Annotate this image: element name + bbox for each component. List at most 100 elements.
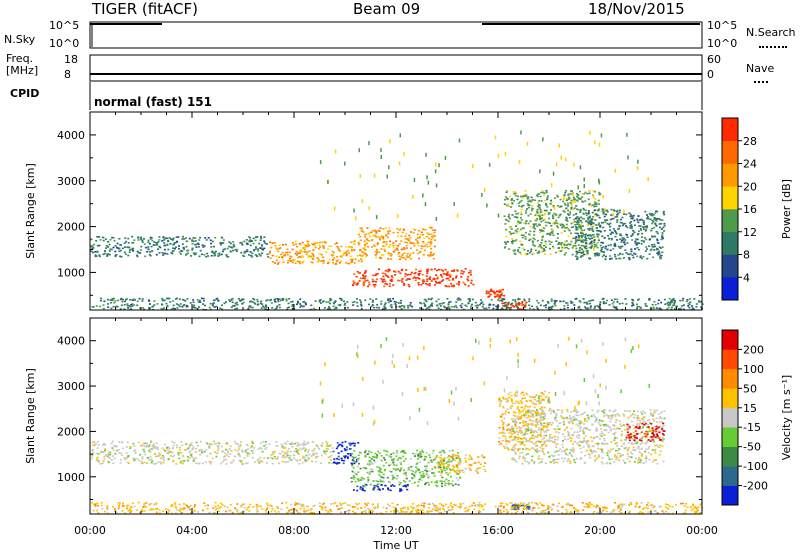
- range-gate-cell: [599, 193, 602, 196]
- range-gate-cell: [163, 242, 166, 244]
- range-gate-cell: [507, 423, 510, 426]
- range-gate-cell: [546, 206, 549, 208]
- range-gate-cell: [399, 272, 402, 275]
- range-gate-cell: [309, 255, 312, 258]
- range-gate-cell: [546, 301, 549, 303]
- range-gate-cell: [445, 277, 448, 280]
- range-gate-cell: [213, 302, 215, 304]
- range-gate-cell: [552, 222, 554, 225]
- range-gate-cell: [518, 426, 520, 428]
- range-gate-cell: [508, 441, 511, 443]
- range-gate-cell: [194, 457, 197, 459]
- range-gate-cell: [364, 243, 367, 246]
- range-gate-cell: [574, 298, 577, 300]
- range-gate-cell: [155, 455, 157, 458]
- range-gate-cell: [416, 237, 419, 239]
- range-gate-cell: [577, 244, 580, 246]
- range-gate-cell: [534, 395, 537, 398]
- range-gate-cell: [127, 307, 130, 309]
- range-gate-cell: [183, 304, 186, 306]
- range-gate-cell: [630, 215, 633, 217]
- range-gate-cell: [667, 306, 670, 309]
- range-gate-cell: [476, 471, 479, 474]
- range-gate-cell: [390, 275, 393, 277]
- range-gate-cell: [594, 214, 597, 217]
- range-gate-cell: [562, 300, 565, 303]
- range-gate-cell: [349, 255, 352, 258]
- range-gate-cell: [270, 298, 272, 301]
- range-gate-cell: [526, 453, 529, 455]
- range-gate-cell: [151, 239, 154, 242]
- range-gate-cell: [467, 302, 470, 304]
- range-gate-cell: [371, 280, 374, 283]
- range-gate-cell: [590, 415, 593, 417]
- range-gate-cell: [383, 459, 386, 461]
- range-gate-cell: [211, 304, 214, 307]
- range-gate-cell: [379, 238, 381, 240]
- range-gate-cell: [572, 415, 575, 418]
- range-gate-cell: [258, 461, 261, 463]
- range-gate-cell: [529, 437, 532, 439]
- range-gate-cell: [592, 248, 595, 251]
- range-gate-cell: [517, 308, 519, 310]
- range-gate-cell: [505, 228, 508, 231]
- range-gate-cell: [360, 227, 363, 229]
- range-gate-cell: [517, 220, 519, 223]
- range-gate-cell: [196, 242, 199, 245]
- range-gate-cell: [615, 258, 618, 260]
- range-gate-cell: [534, 214, 537, 217]
- range-gate-cell: [119, 298, 122, 301]
- range-gate-cell: [126, 303, 129, 305]
- range-gate-cell: [197, 246, 200, 248]
- range-gate-cell: [356, 489, 359, 492]
- range-gate-cell: [554, 301, 557, 303]
- range-gate-cell: [370, 231, 373, 234]
- range-gate-cell: [357, 478, 360, 480]
- range-gate-cell: [336, 445, 339, 448]
- range-gate-cell: [409, 304, 412, 306]
- range-gate-cell: [572, 226, 574, 228]
- range-gate-cell: [113, 302, 116, 304]
- range-gate-cell: [593, 203, 596, 205]
- colorbar-tick-label: 20: [743, 180, 757, 193]
- range-gate-cell: [161, 447, 164, 449]
- range-gate-cell: [657, 302, 660, 305]
- range-gate-cell: [360, 258, 362, 260]
- range-gate-cell: [474, 470, 477, 472]
- range-gate-cell: [364, 275, 367, 277]
- range-gate-cell: [598, 306, 600, 309]
- range-gate-cell: [103, 300, 106, 303]
- range-gate-cell: [633, 252, 636, 255]
- range-gate-cell: [275, 306, 278, 309]
- range-gate-cell: [355, 216, 357, 221]
- range-gate-cell: [399, 461, 402, 464]
- range-gate-cell: [346, 249, 349, 252]
- range-gate-cell: [533, 224, 536, 227]
- range-gate-cell: [466, 278, 469, 280]
- range-gate-cell: [682, 308, 685, 311]
- range-gate-cell: [607, 449, 610, 452]
- range-gate-cell: [432, 459, 435, 462]
- range-gate-cell: [414, 471, 417, 474]
- range-gate-cell: [550, 308, 553, 310]
- range-gate-cell: [326, 444, 329, 446]
- range-gate-cell: [662, 438, 665, 440]
- range-gate-cell: [278, 462, 280, 465]
- range-gate-cell: [98, 236, 101, 238]
- range-gate-cell: [265, 299, 268, 302]
- range-gate-cell: [403, 284, 406, 286]
- range-gate-cell: [168, 451, 171, 453]
- range-gate-cell: [613, 242, 616, 245]
- range-gate-cell: [258, 462, 261, 464]
- range-gate-cell: [543, 227, 546, 230]
- range-gate-cell: [629, 222, 632, 224]
- range-gate-cell: [161, 297, 163, 300]
- range-gate-cell: [195, 246, 198, 248]
- range-gate-cell: [594, 421, 597, 423]
- range-gate-cell: [451, 480, 454, 482]
- range-gate-cell: [291, 441, 294, 444]
- range-gate-cell: [592, 299, 595, 301]
- range-gate-cell: [380, 254, 383, 256]
- range-gate-cell: [547, 451, 550, 454]
- range-gate-cell: [648, 238, 651, 241]
